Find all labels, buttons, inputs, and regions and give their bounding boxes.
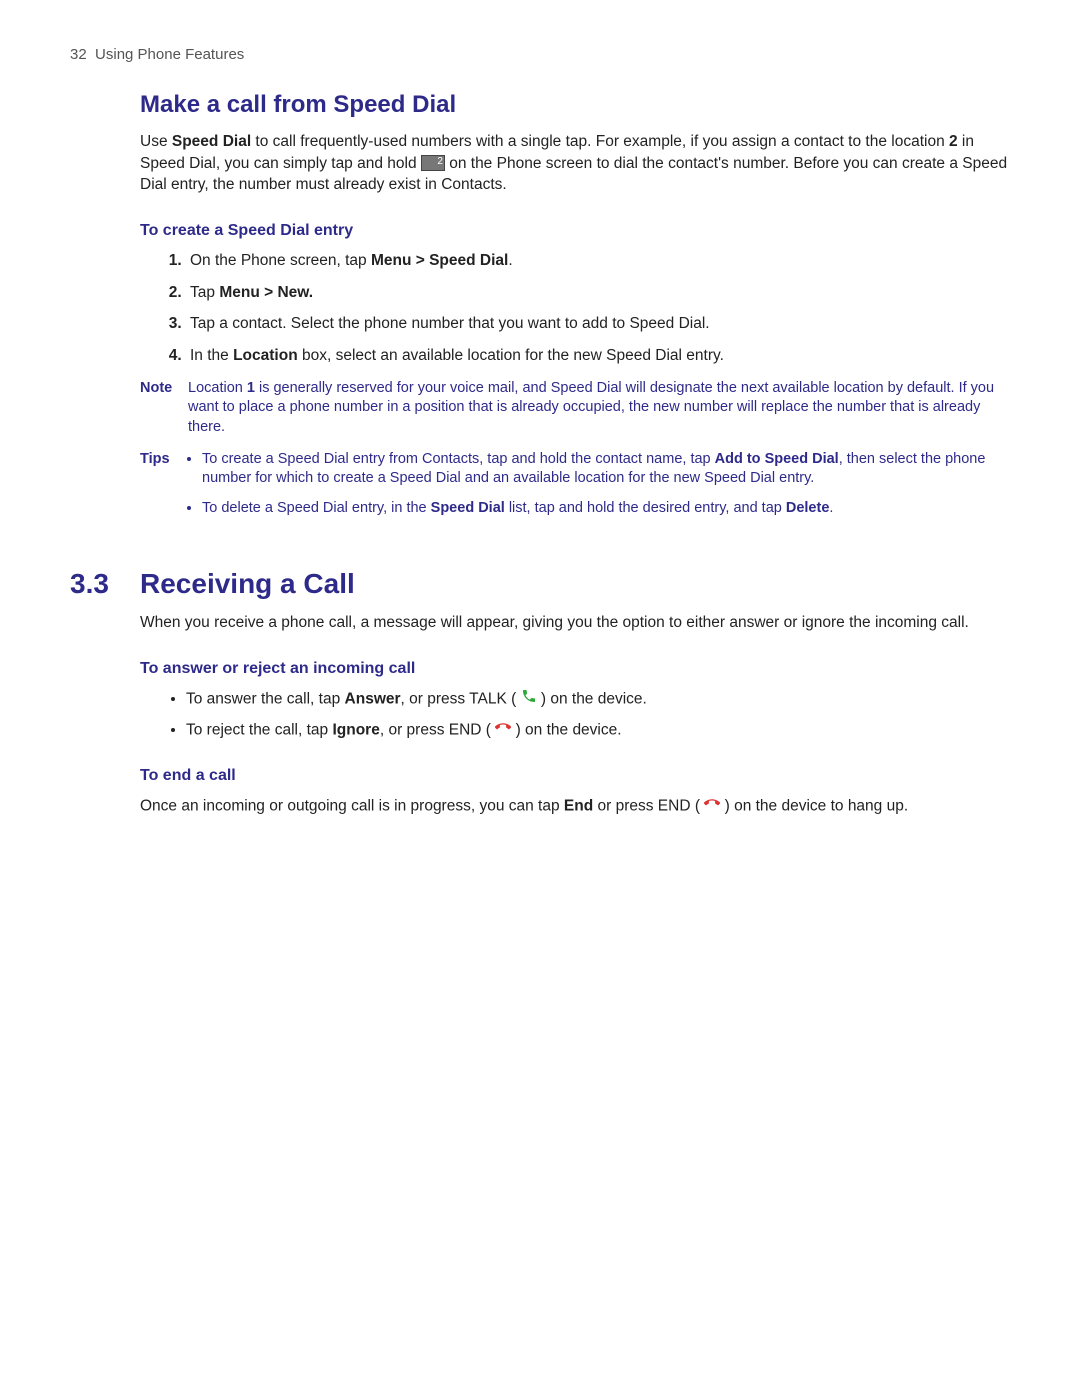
section-receiving-call: When you receive a phone call, a message… xyxy=(140,612,1010,818)
bullet-answer: To answer the call, tap Answer, or press… xyxy=(186,688,1010,711)
tips-row: Tips To create a Speed Dial entry from C… xyxy=(140,450,1010,529)
talk-button-icon xyxy=(521,688,537,711)
key-2-icon xyxy=(421,155,445,171)
page-header: 32 Using Phone Features xyxy=(70,46,1010,63)
end-call-para: Once an incoming or outgoing call is in … xyxy=(140,795,1010,818)
tips-label: Tips xyxy=(140,450,188,529)
heading-make-call-speed-dial: Make a call from Speed Dial xyxy=(140,91,1010,119)
section-title: Receiving a Call xyxy=(140,568,355,600)
section-speed-dial: Make a call from Speed Dial Use Speed Di… xyxy=(140,91,1010,528)
note-row: Note Location 1 is generally reserved fo… xyxy=(140,379,1010,438)
tip-2: To delete a Speed Dial entry, in the Spe… xyxy=(202,499,1010,519)
heading-answer-reject: To answer or reject an incoming call xyxy=(140,660,1010,678)
note-label: Note xyxy=(140,379,188,438)
step-4: In the Location box, select an available… xyxy=(186,345,1010,367)
step-3: Tap a contact. Select the phone number t… xyxy=(186,313,1010,335)
end-button-icon xyxy=(704,795,720,818)
note-body: Location 1 is generally reserved for you… xyxy=(188,379,1010,438)
receiving-call-intro: When you receive a phone call, a message… xyxy=(140,612,1010,634)
step-2: Tap Menu > New. xyxy=(186,282,1010,304)
end-button-icon xyxy=(495,719,511,742)
answer-reject-bullets: To answer the call, tap Answer, or press… xyxy=(140,688,1010,741)
tips-body: To create a Speed Dial entry from Contac… xyxy=(188,450,1010,529)
section-header-receiving-call: 3.3 Receiving a Call xyxy=(70,568,1010,600)
bullet-reject: To reject the call, tap Ignore, or press… xyxy=(186,719,1010,742)
step-1: On the Phone screen, tap Menu > Speed Di… xyxy=(186,250,1010,272)
speed-dial-intro: Use Speed Dial to call frequently-used n… xyxy=(140,131,1010,196)
page: 32 Using Phone Features Make a call from… xyxy=(0,0,1080,892)
heading-create-speed-dial-entry: To create a Speed Dial entry xyxy=(140,222,1010,240)
tip-1: To create a Speed Dial entry from Contac… xyxy=(202,450,1010,489)
heading-end-call: To end a call xyxy=(140,767,1010,785)
section-number: 3.3 xyxy=(70,568,140,600)
page-number: 32 xyxy=(70,46,87,63)
chapter-title: Using Phone Features xyxy=(95,46,244,63)
speed-dial-steps: On the Phone screen, tap Menu > Speed Di… xyxy=(140,250,1010,367)
